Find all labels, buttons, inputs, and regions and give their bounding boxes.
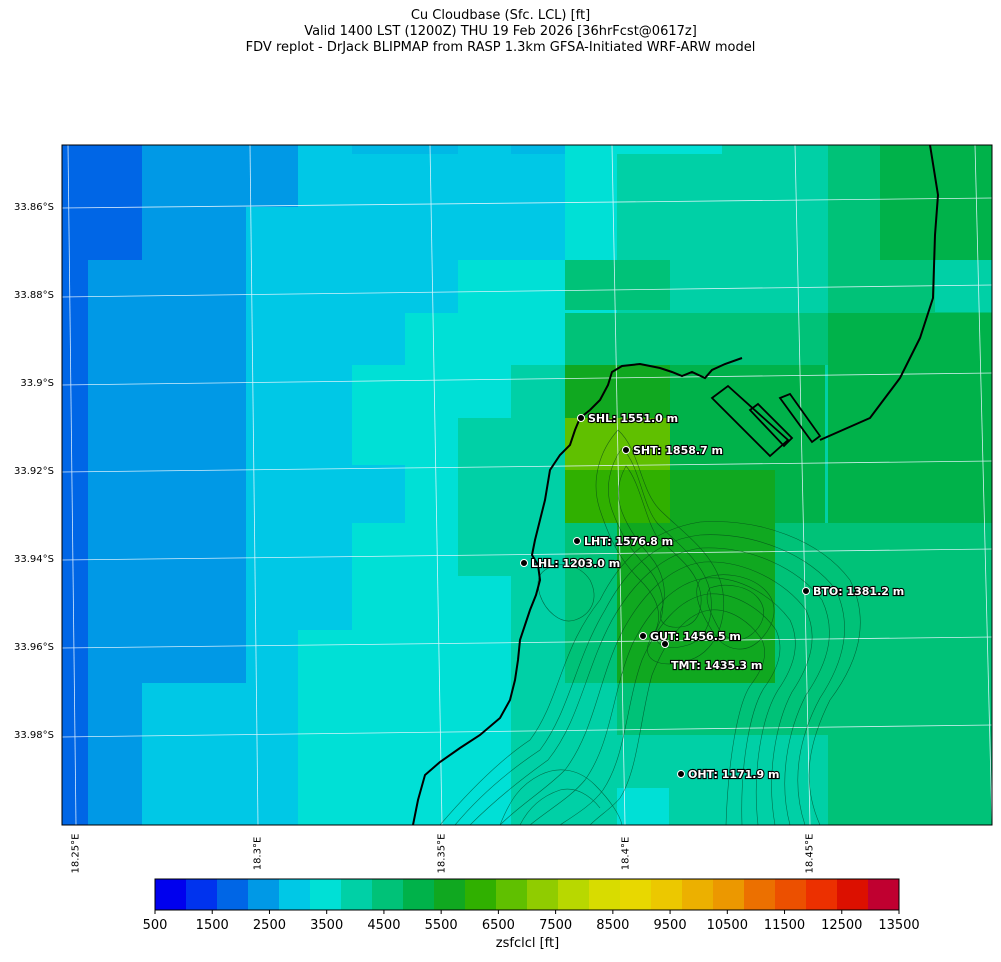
- colorbar-swatch: [713, 879, 745, 910]
- field-cell: [298, 630, 352, 825]
- lat-label: 33.88°S: [14, 290, 54, 301]
- colorbar-swatch: [310, 879, 342, 910]
- station-marker-bto: [802, 587, 810, 595]
- colorbar-swatch: [403, 879, 435, 910]
- colorbar-tick-label: 3500: [310, 918, 344, 933]
- field-cell: [352, 523, 405, 825]
- field-cell: [511, 145, 565, 154]
- coastline: [412, 145, 940, 825]
- station-marker-tmt: [661, 640, 669, 648]
- colorbar-swatch: [744, 879, 776, 910]
- colorbar-tick-label: 13500: [878, 918, 920, 933]
- lon-label: 18.4°E: [620, 836, 632, 871]
- title-line-3: FDV replot - DrJack BLIPMAP from RASP 1.…: [245, 40, 756, 55]
- field-cell: [88, 260, 142, 825]
- field-cell: [617, 683, 882, 735]
- colorbar-swatch: [372, 879, 404, 910]
- colorbar-swatch: [186, 879, 218, 910]
- colorbar-tick-label: 5500: [424, 918, 458, 933]
- field-cell: [670, 470, 775, 523]
- colorbar-frame: [154, 878, 900, 911]
- colorbar-swatch: [155, 879, 187, 910]
- map-frame: [61, 144, 993, 826]
- station-marker-shl: [577, 414, 585, 422]
- station-label-bto: BTO: 1381.2 m: [813, 585, 904, 598]
- colorbar-tick-label: 10500: [706, 918, 748, 933]
- field-cell: [142, 207, 246, 683]
- colorbar-swatch: [837, 879, 869, 910]
- harbour-outline: [710, 384, 822, 458]
- colorbar-swatch: [775, 879, 807, 910]
- colorbar-tick-label: 500: [142, 918, 168, 933]
- title-line-2: Valid 1400 LST (1200Z) THU 19 Feb 2026 […: [304, 24, 697, 39]
- map-plot-area: [62, 145, 992, 825]
- colorbar-swatch: [217, 879, 249, 910]
- station-marker-oht: [677, 770, 685, 778]
- field-cell: [565, 470, 670, 523]
- colorbar-swatch: [558, 879, 590, 910]
- station-marker-lht: [573, 537, 581, 545]
- station-layer: SHL: 1551.0 m SHT: 1858.7 m LHT: 1576.8 m L…: [520, 411, 905, 782]
- colorbar-swatch: [279, 879, 311, 910]
- field-cell: [880, 145, 992, 260]
- colorbar-swatch: [620, 879, 652, 910]
- lat-label: 33.94°S: [14, 554, 54, 565]
- field-cell: [617, 788, 669, 825]
- lon-label: 18.35°E: [436, 833, 448, 874]
- colorbar-tick-label: 12500: [821, 918, 863, 933]
- field-cell: [458, 418, 511, 576]
- colorbar-swatch: [527, 879, 559, 910]
- field-cell: [142, 145, 298, 207]
- colorbar: [154, 878, 900, 914]
- colorbar-tick-label: 11500: [763, 918, 806, 933]
- field-cell: [405, 313, 458, 825]
- lat-label: 33.9°S: [20, 378, 54, 389]
- colorbar-tick-label: 2500: [252, 918, 286, 933]
- colorbar-tick-label: 4500: [367, 918, 401, 933]
- lat-label: 33.98°S: [14, 730, 54, 741]
- field-cell: [352, 145, 458, 154]
- colorbar-tick-label: 6500: [481, 918, 515, 933]
- lat-label: 33.86°S: [14, 202, 54, 213]
- lon-label: 18.25°E: [70, 833, 82, 874]
- lat-label: 33.96°S: [14, 642, 54, 653]
- station-marker-sht: [622, 446, 630, 454]
- colorbar-swatch: [651, 879, 683, 910]
- colorbar-swatch: [806, 879, 838, 910]
- station-label-oht: OHT: 1171.9 m: [688, 768, 779, 781]
- field-cell: [352, 365, 405, 465]
- station-marker-gut: [639, 632, 647, 640]
- colorbar-label: zsfclcl [ft]: [495, 936, 560, 951]
- lon-label: 18.3°E: [252, 836, 264, 871]
- colorbar-tick-label: 7500: [539, 918, 573, 933]
- lat-label: 33.92°S: [14, 466, 54, 477]
- colorbar-swatch: [496, 879, 528, 910]
- field-cell: [565, 260, 670, 310]
- station-label-tmt: TMT: 1435.3 m: [671, 659, 762, 672]
- station-label-shl: SHL: 1551.0 m: [588, 412, 678, 425]
- colorbar-swatch: [434, 879, 466, 910]
- colorbar-tick-label: 9500: [653, 918, 687, 933]
- colorbar-swatch: [465, 879, 497, 910]
- colorbar-swatch: [868, 879, 900, 910]
- terrain-contours: [439, 429, 861, 825]
- colorbar-swatch: [589, 879, 621, 910]
- station-label-lht: LHT: 1576.8 m: [584, 535, 673, 548]
- station-label-gut: GUT: 1456.5 m: [650, 630, 741, 643]
- field-cell: [828, 313, 992, 523]
- station-label-sht: SHT: 1858.7 m: [633, 444, 723, 457]
- graticule: [62, 145, 992, 825]
- station-marker-lhl: [520, 559, 528, 567]
- station-label-lhl: LHL: 1203.0 m: [531, 557, 620, 570]
- colorbar-tick-label: 1500: [195, 918, 229, 933]
- colorbar-swatch: [248, 879, 280, 910]
- colorbar-swatch: [682, 879, 714, 910]
- colorbar-tick-label: 8500: [596, 918, 630, 933]
- colorbar-swatch: [341, 879, 373, 910]
- title-line-1: Cu Cloudbase (Sfc. LCL) [ft]: [410, 8, 591, 23]
- lon-label: 18.45°E: [804, 833, 816, 874]
